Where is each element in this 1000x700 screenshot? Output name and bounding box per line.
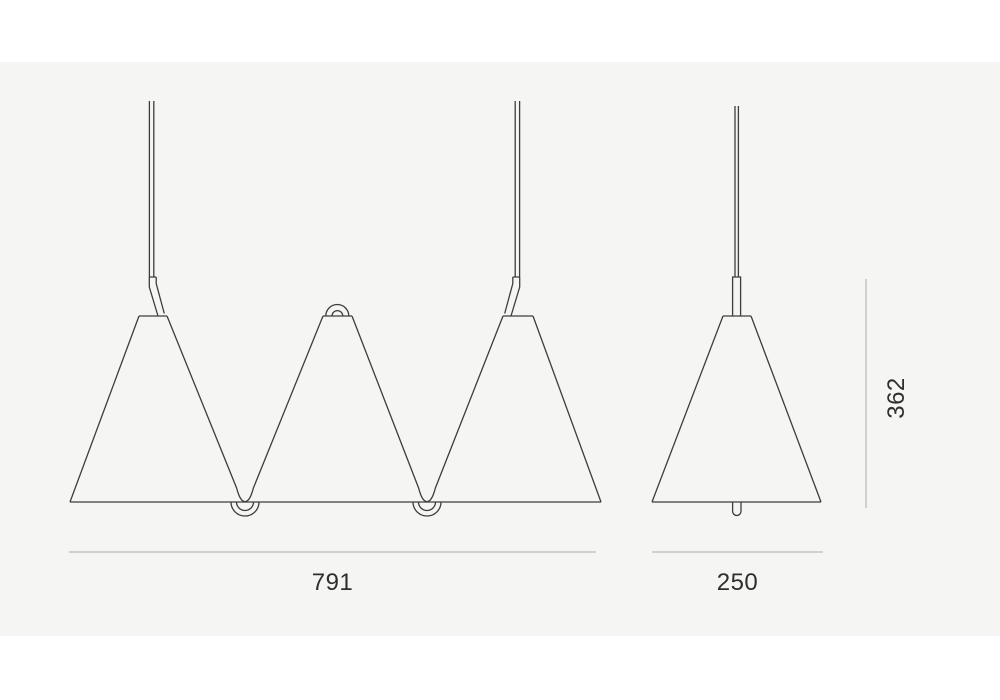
side-view-single-cone-pendant [651, 106, 822, 517]
left-cord [148, 101, 155, 277]
valley-right-loop-outer [412, 501, 442, 517]
dimension-label-total-width: 791 [311, 569, 354, 596]
shade2-handle-outer-arch [325, 303, 350, 317]
front-view-three-cone-pendant [69, 101, 602, 517]
single-stem [731, 276, 742, 316]
dimension-label-single-height: 362 [883, 377, 910, 419]
shade2-handle-inner-arch [331, 310, 344, 317]
left-stem [148, 276, 165, 317]
single-shade-right-edge [750, 315, 822, 503]
valley-right-loop-inner [417, 501, 437, 512]
drawing-canvas-background [0, 62, 1000, 636]
shade3-right-edge [532, 315, 602, 503]
single-shade-bottom-tab [731, 502, 742, 517]
right-cord [514, 101, 521, 277]
valley-left-loop-inner [235, 501, 255, 512]
single-cord [734, 106, 740, 277]
dimension-label-single-width: 250 [716, 569, 759, 596]
right-stem [504, 276, 521, 317]
single-shade-left-edge [651, 315, 724, 503]
dimension-lines [69, 279, 867, 553]
valley-left-loop-outer [230, 501, 260, 517]
shade1-left-edge [69, 315, 140, 503]
